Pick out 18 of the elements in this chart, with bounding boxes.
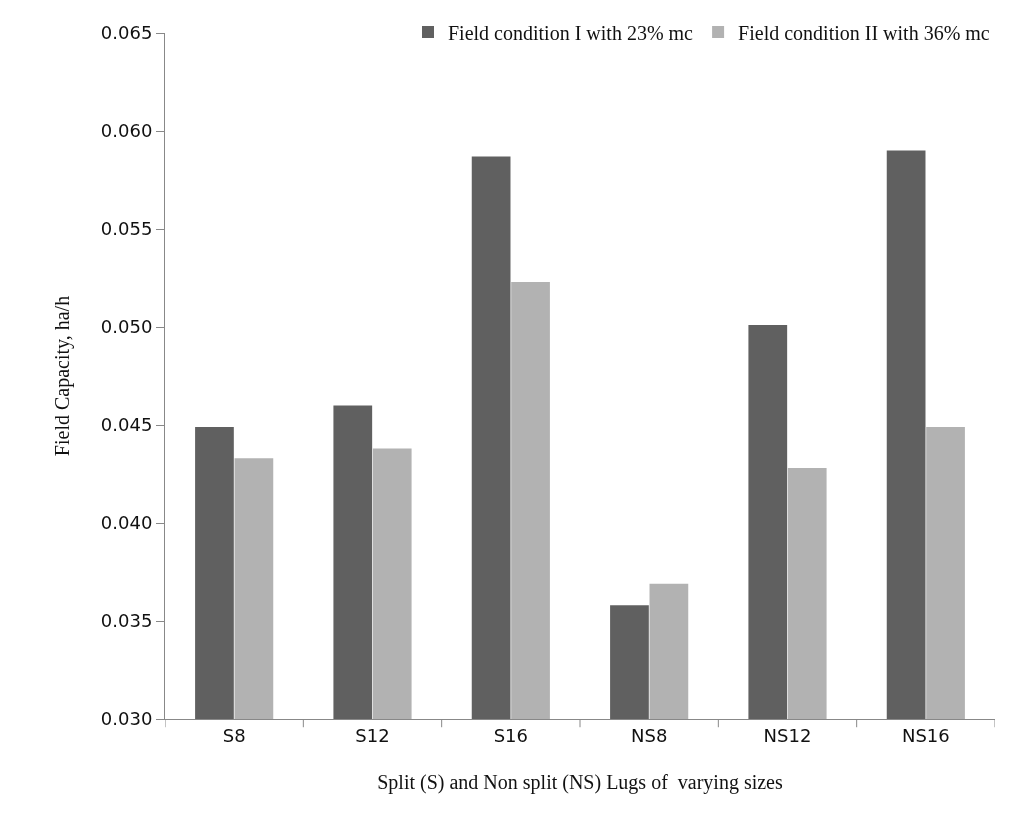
x-tick-label: S12	[355, 724, 390, 746]
y-tick-label: 0.060	[100, 120, 153, 142]
x-tick-label: NS16	[901, 724, 950, 746]
legend-label: Field condition II with 36% mc	[738, 21, 990, 44]
y-tick-label: 0.050	[100, 316, 153, 338]
x-axis-title: Split (S) and Non split (NS) Lugs of varying sizes	[377, 771, 783, 795]
y-tick-label: 0.030	[100, 708, 153, 730]
y-tick-label: 0.055	[100, 218, 153, 240]
x-tick-label: NS8	[631, 724, 668, 746]
y-tick-label: 0.045	[100, 414, 153, 436]
y-tick-label: 0.040	[100, 512, 153, 534]
y-axis-title: Field Capacity, ha/h	[51, 295, 75, 457]
x-tick-label: S8	[222, 724, 246, 746]
x-tick-label: S16	[493, 724, 528, 746]
y-tick-label: 0.035	[100, 610, 153, 632]
x-tick-label: NS12	[763, 724, 812, 746]
y-tick-label: 0.065	[100, 22, 153, 44]
legend-label: Field condition I with 23% mc	[448, 21, 694, 44]
